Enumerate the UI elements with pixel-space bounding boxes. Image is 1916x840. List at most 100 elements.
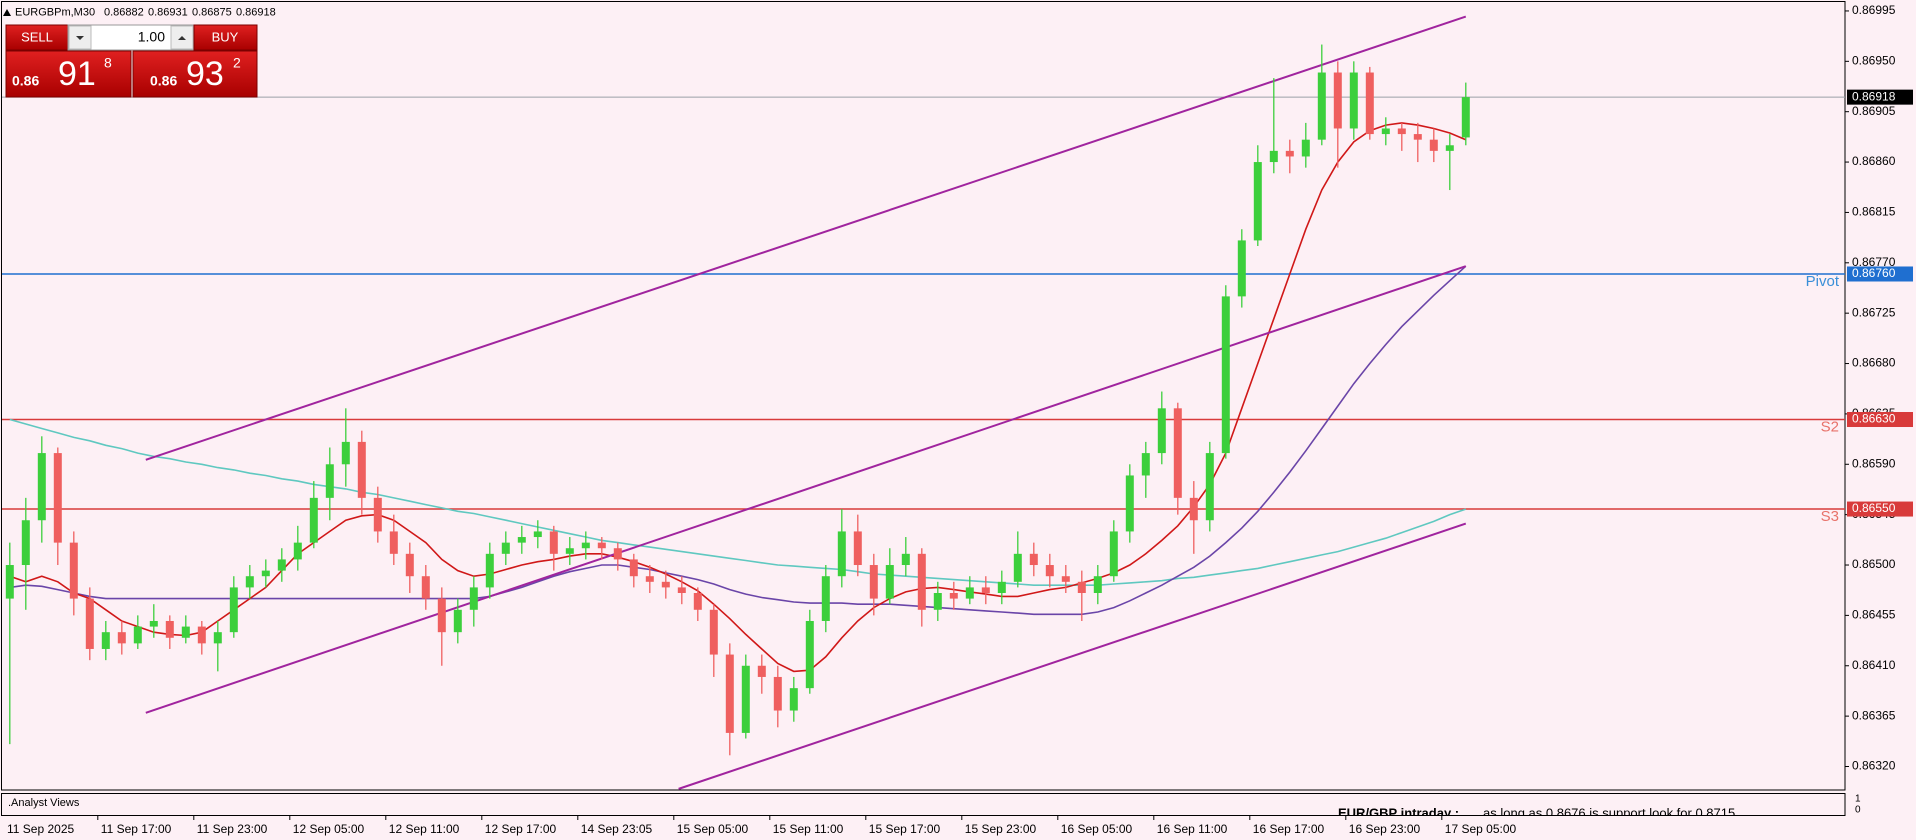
candle-body [1029,553,1038,566]
candle-body [341,441,350,465]
candle-body [1381,128,1390,135]
lots-value[interactable]: 1.00 [138,29,165,45]
candle-body [565,548,574,554]
candle-body [181,626,190,638]
indicator-line [9,265,1467,616]
candle-body [965,587,974,599]
candle-body [1253,162,1262,241]
candle-body [805,620,814,689]
buy-label[interactable]: BUY [212,29,239,44]
candle-body [357,441,366,498]
candle-body [373,497,382,532]
candle-body [1413,134,1422,140]
sell-price-big: 91 [58,55,96,93]
y-tick-label: 0.86590 [1852,456,1896,470]
price-label: 0.86918 [1852,89,1896,103]
candle-body [1125,475,1134,532]
price-label: 0.86760 [1852,266,1896,280]
price-label-box [1847,266,1913,282]
level-name: Pivot [1806,273,1840,290]
x-tick-label: 17 Sep 05:00 [1445,822,1517,836]
candle-body [1189,497,1198,521]
y-tick-label: 0.86455 [1852,608,1896,622]
candle-body [533,531,542,538]
candle-body [1173,408,1182,498]
sell-price-small: 8 [104,55,112,71]
subwindow-title: .Analyst Views [8,797,80,809]
buy-price-prefix: 0.86 [150,73,177,89]
x-tick-label: 11 Sep 17:00 [101,822,172,836]
time-axis: 11 Sep 2025 11 Sep 17:00 11 Sep 23:00 12 Se… [7,815,1517,836]
ohlc-low: 0.86875 [192,6,232,18]
candle-body [933,593,942,610]
subwindow-axis-label: 1 [1855,794,1861,805]
candle-body [725,654,734,733]
candle-body [885,565,894,599]
y-tick-label: 0.86995 [1852,3,1896,17]
y-tick-label: 0.86725 [1852,305,1896,319]
y-tick-label: 0.86770 [1852,255,1896,269]
candle-body [1285,150,1294,157]
candle-body [197,626,206,644]
candle-body [853,531,862,566]
y-tick-label: 0.86815 [1852,205,1896,219]
candle-body [1397,128,1406,135]
candle-body [1045,565,1054,577]
sell-button[interactable] [5,24,69,51]
candle-body [581,542,590,549]
sell-label[interactable]: SELL [21,29,53,44]
x-tick-label: 14 Sep 23:05 [581,822,653,836]
ohlc-close: 0.86918 [236,6,276,18]
candle-body [1365,72,1374,135]
buy-price-box[interactable] [132,50,258,98]
trendline [678,522,1467,790]
x-tick-label: 16 Sep 11:00 [1157,822,1228,836]
candle-body [405,553,414,577]
candle-body [85,598,94,649]
candle-body [501,542,510,554]
candle-body [661,581,670,588]
candle-body [229,587,238,633]
candle-body [645,576,654,582]
y-tick-label: 0.86950 [1852,53,1896,67]
candle-body [629,559,638,577]
subwindow-axis-label: 0 [1855,805,1861,816]
candle-body [613,548,622,560]
candle-body [213,632,222,644]
x-tick-label: 11 Sep 2025 [7,822,74,836]
candle-body [517,537,526,543]
candle-body [949,593,958,599]
y-tick-label: 0.86410 [1852,658,1896,672]
price-label-box [1847,501,1913,517]
subwindow-heading: EUR/GBP intraday : [1338,805,1459,820]
candle-body [693,593,702,610]
price-label-box [1847,89,1913,105]
candle-body [245,576,254,588]
candle-body [1301,139,1310,157]
plot-area: Pivot S2 S3 [2,15,1845,790]
candle-body [5,565,14,599]
price-label: 0.86630 [1852,412,1896,426]
candle-body [901,553,910,566]
trendline [145,15,1467,461]
x-tick-label: 16 Sep 05:00 [1061,822,1133,836]
candle-body [1109,531,1118,577]
candle-body [757,665,766,677]
subwindow-frame [1,793,1846,816]
candle-body [21,520,30,566]
candle-body [1221,296,1230,454]
candle-body [917,553,926,610]
subwindow-text: as long as 0.8676 is support look for 0.… [1483,805,1735,820]
y-tick-label: 0.86500 [1852,557,1896,571]
buy-price-small: 2 [233,55,241,71]
candle-body [37,453,46,521]
x-tick-label: 15 Sep 11:00 [773,822,844,836]
x-tick-label: 16 Sep 23:00 [1349,822,1421,836]
candle-body [469,587,478,610]
x-tick-label: 12 Sep 05:00 [293,822,365,836]
price-label-box [1847,412,1913,428]
sell-price-box[interactable] [5,50,132,98]
buy-button[interactable] [193,24,258,51]
candle-body [869,565,878,599]
candle-body [485,553,494,588]
